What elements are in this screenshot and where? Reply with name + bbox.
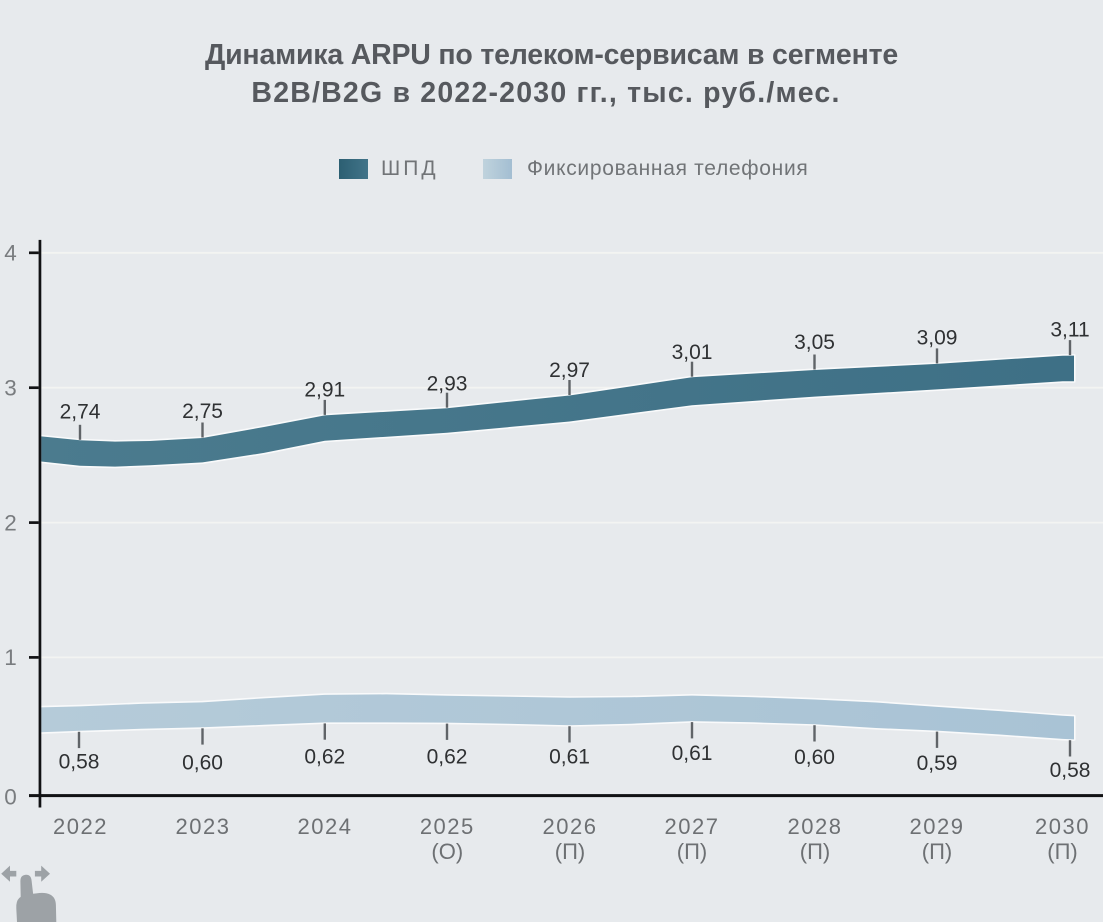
- svg-text:2029: 2029: [910, 814, 965, 839]
- svg-text:2022: 2022: [53, 814, 108, 839]
- svg-text:2024: 2024: [298, 814, 353, 839]
- svg-text:2025: 2025: [420, 814, 475, 839]
- svg-text:0,60: 0,60: [794, 746, 835, 769]
- svg-text:0,61: 0,61: [549, 745, 590, 768]
- svg-text:0,59: 0,59: [917, 752, 958, 775]
- svg-text:2: 2: [4, 510, 17, 535]
- svg-text:0,61: 0,61: [672, 742, 713, 765]
- svg-text:2,97: 2,97: [549, 359, 590, 382]
- svg-text:2,74: 2,74: [60, 400, 101, 423]
- svg-text:0,58: 0,58: [1050, 759, 1091, 782]
- svg-text:(П): (П): [1047, 839, 1077, 864]
- svg-text:(П): (П): [922, 839, 952, 864]
- svg-text:2026: 2026: [543, 814, 598, 839]
- svg-text:4: 4: [4, 241, 17, 266]
- svg-text:2028: 2028: [788, 814, 843, 839]
- svg-text:0,62: 0,62: [427, 745, 468, 768]
- svg-text:0: 0: [4, 785, 17, 810]
- svg-text:0,62: 0,62: [304, 745, 345, 768]
- svg-text:3,05: 3,05: [794, 331, 835, 354]
- svg-text:1: 1: [4, 645, 17, 670]
- svg-text:3,09: 3,09: [917, 326, 958, 349]
- svg-text:3,01: 3,01: [672, 341, 713, 364]
- svg-text:2,75: 2,75: [182, 400, 223, 423]
- svg-text:(П): (П): [555, 839, 585, 864]
- svg-text:(П): (П): [800, 839, 830, 864]
- svg-text:2,93: 2,93: [427, 372, 468, 395]
- svg-text:2023: 2023: [176, 814, 231, 839]
- svg-text:0,58: 0,58: [59, 750, 100, 773]
- svg-text:0,60: 0,60: [182, 751, 223, 774]
- svg-text:(О): (О): [431, 839, 463, 864]
- svg-text:3: 3: [4, 375, 17, 400]
- svg-text:(П): (П): [677, 839, 707, 864]
- svg-text:2030: 2030: [1035, 814, 1090, 839]
- svg-text:3,11: 3,11: [1050, 318, 1089, 341]
- svg-text:2027: 2027: [665, 814, 720, 839]
- svg-text:2,91: 2,91: [304, 378, 345, 401]
